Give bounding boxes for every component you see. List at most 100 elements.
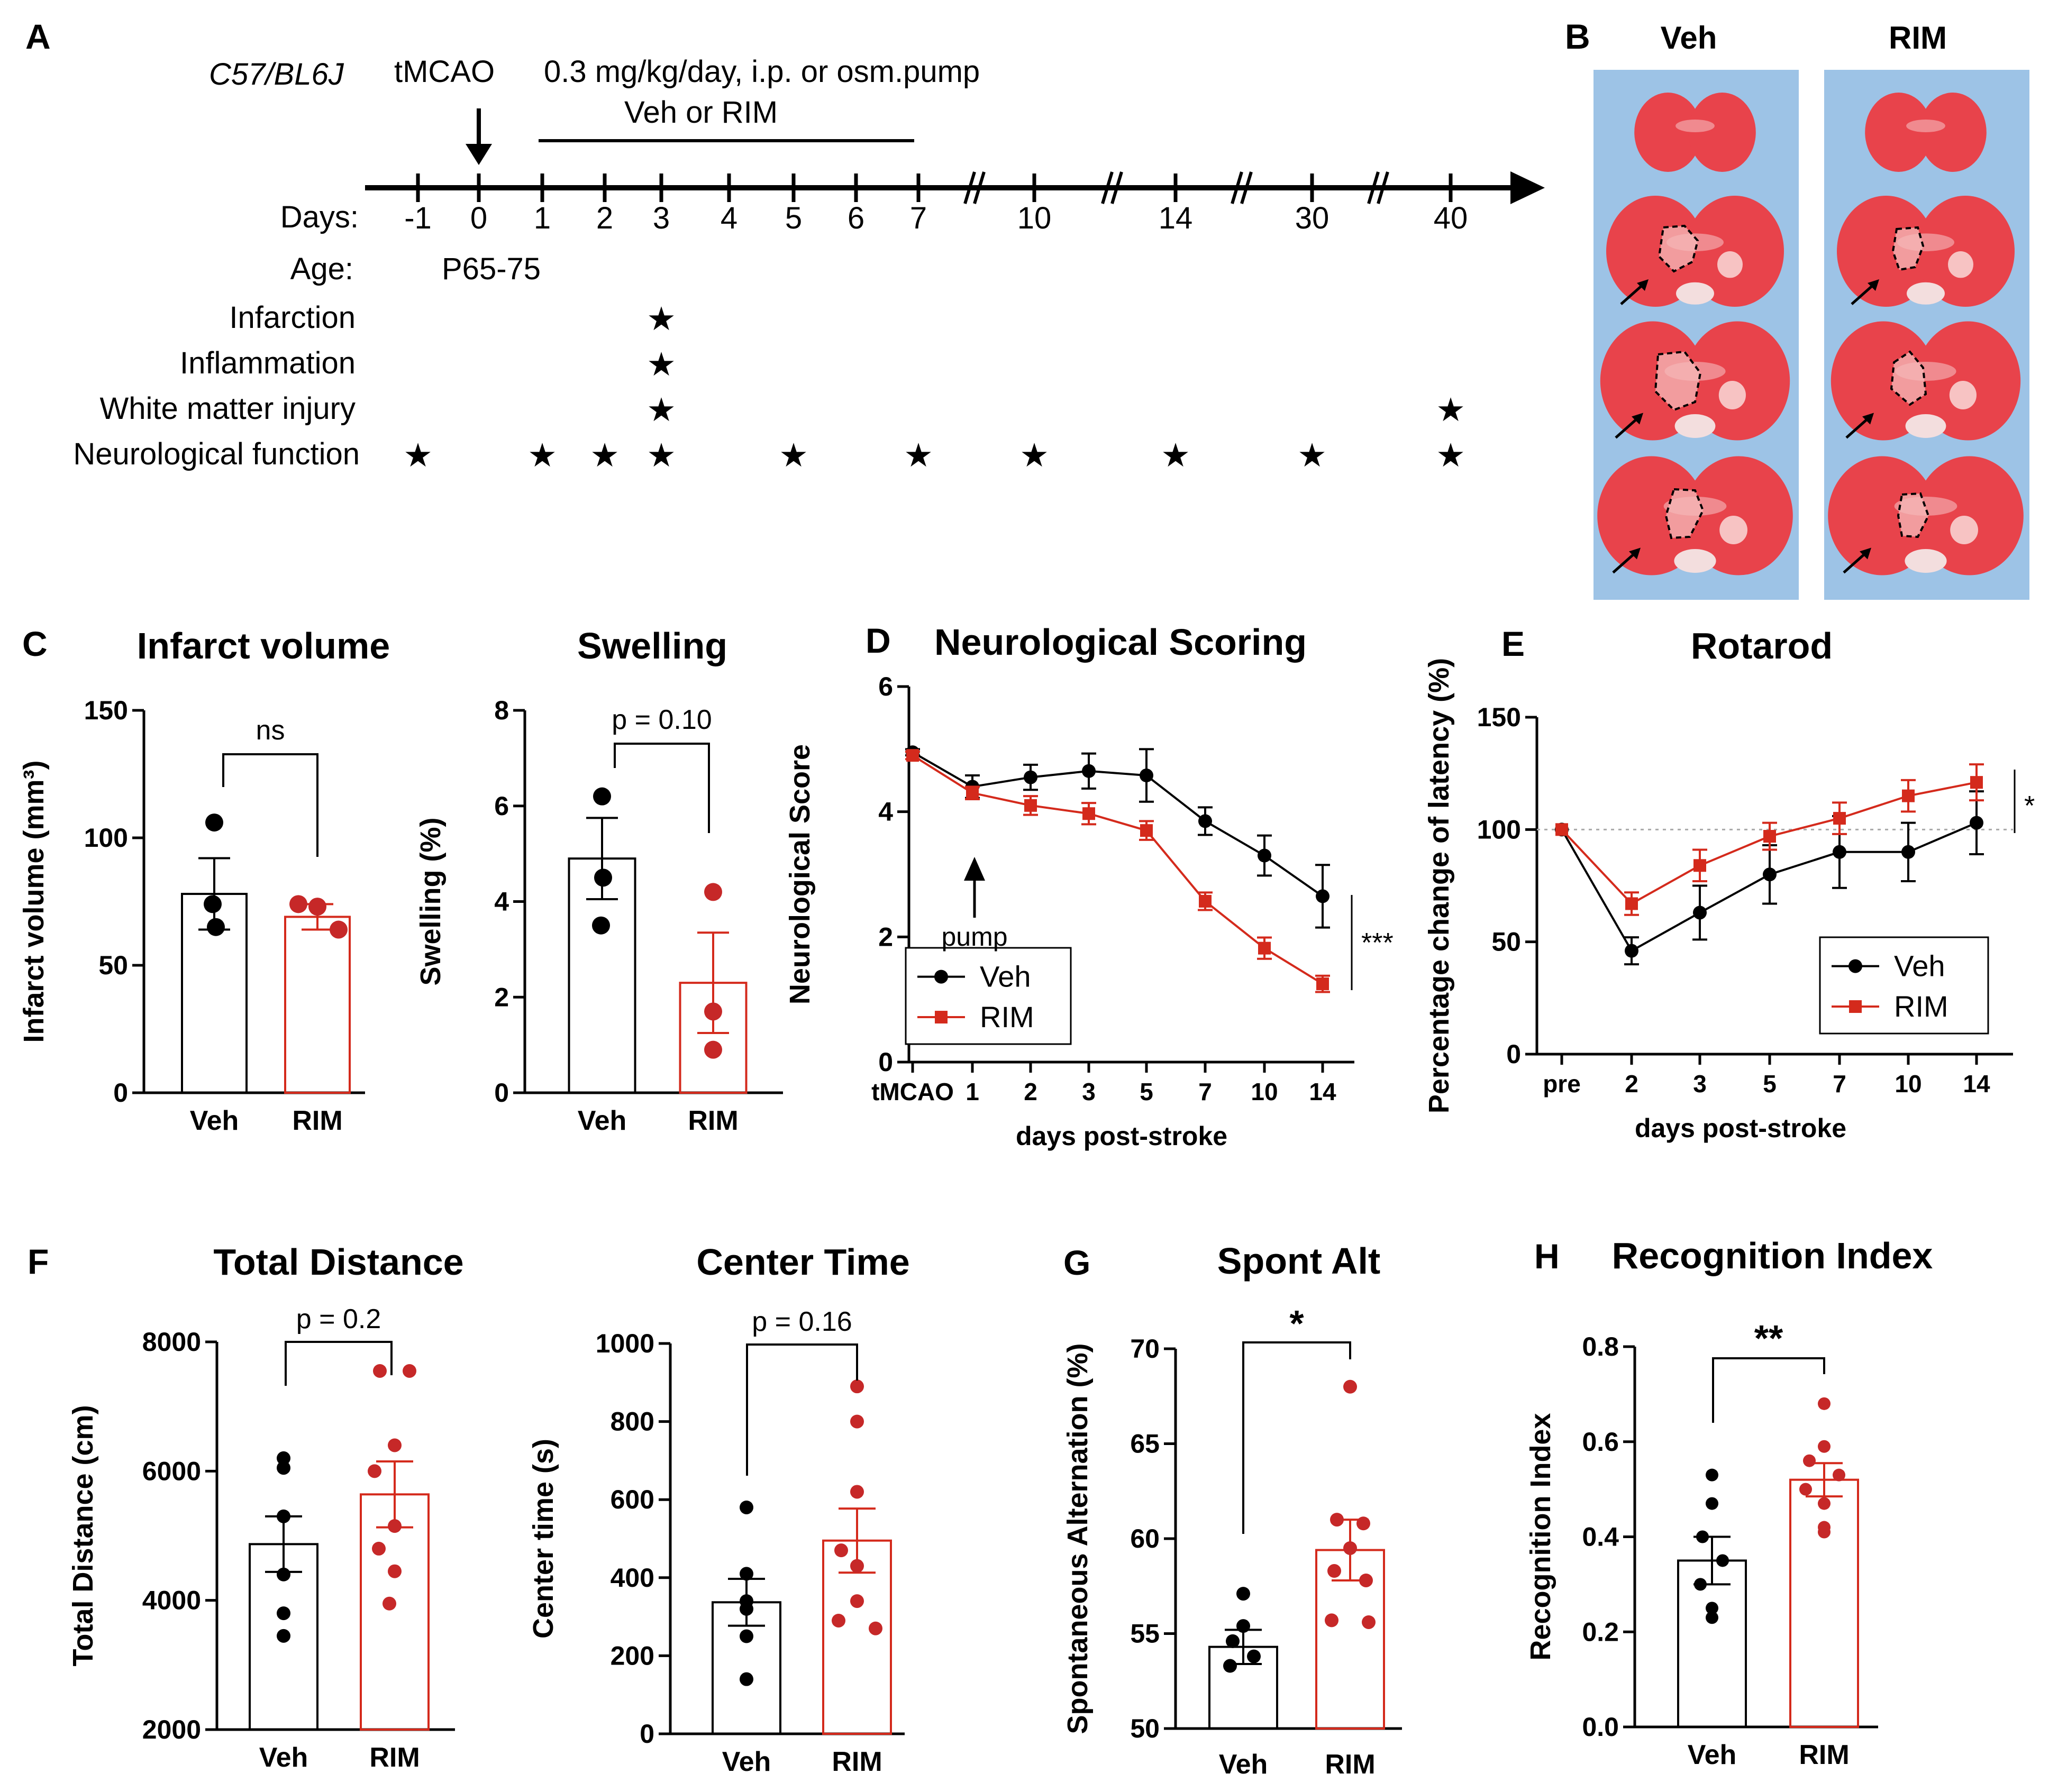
lesion-outline [1897,492,1930,538]
row-label-infarction: Infarction [229,300,356,335]
y-tick-label: 800 [611,1407,654,1437]
y-tick-label: 2 [494,982,509,1012]
y-tick-label: 4 [878,797,893,827]
panel-label-g: G [1063,1243,1090,1282]
axis-break-2-a [1231,171,1243,204]
data-point-veh [205,813,223,832]
legend-label-veh: Veh [980,960,1031,993]
day-label-4: 3 [653,201,670,235]
center-time-chart: 0 200 400 600 800 1000 Center time (s) Center T… [527,1241,910,1777]
y-tick-label: 6000 [142,1456,201,1486]
lesion-outline [1654,350,1702,412]
data-point-veh [1706,1497,1718,1510]
brain-ventricle [1950,516,1978,544]
pump-label: pump [941,922,1007,952]
age-value: P65-75 [442,252,541,286]
brain-base [1905,414,1946,438]
tmcao-label: tMCAO [394,54,495,89]
data-point-rim [850,1379,864,1394]
tmcao-arrow-head [466,144,492,165]
lesion-arrow-head [1632,413,1643,425]
brain-hemisphere-right [1688,93,1756,172]
data-point-rim [388,1438,402,1452]
y-tick-label: 50 [1130,1714,1160,1743]
x-tick-label: 14 [1309,1078,1336,1105]
data-point-veh [277,1629,290,1643]
brain-hemisphere-left [1597,456,1706,575]
infarct-volume-chart: 0 50 100 150 Infarct volume (mm³) Infarct vol… [18,625,390,1136]
data-point-rim [373,1364,387,1378]
y-tick-label: 150 [1477,702,1521,732]
brain-slice-rim-3 [1831,321,2021,441]
significance-label: * [1289,1303,1304,1344]
data-point-rim [1024,799,1037,812]
y-axis-label: Infarct volume (mm³) [18,760,50,1043]
data-point-rim [1356,1516,1370,1531]
row-label-inflammation: Inflammation [180,346,356,380]
y-tick-label: 0.8 [1582,1332,1619,1361]
panel-label-a: A [25,17,51,56]
star-3-9: ★ [1436,437,1465,474]
data-point-veh [1140,769,1153,783]
lesion-outline [1664,488,1705,540]
brain-ventricle [1718,381,1746,409]
pump-arrow-head [964,857,985,881]
data-point-veh [1970,816,1983,830]
data-point-rim [704,883,722,901]
y-tick-label: 8000 [142,1327,201,1357]
x-tick-label: Veh [1688,1740,1737,1770]
data-point-veh [740,1602,753,1616]
data-point-veh [1763,867,1777,882]
chart-title: Total Distance [213,1241,463,1283]
row-label-white-matter: White matter injury [100,391,356,426]
data-point-rim [850,1594,864,1608]
lesion-arrow-head [1862,413,1874,425]
data-point-rim [1818,1497,1831,1510]
day-label-0: -1 [404,201,432,235]
x-tick-label: RIM [688,1105,738,1136]
data-point-veh [1198,814,1212,828]
brain-slice-veh-2 [1606,196,1784,307]
significance-label: ns [256,715,285,746]
brain-base [1674,414,1716,438]
data-point-veh [1258,848,1271,863]
lesion-arrow-head [1868,279,1879,291]
brain-slices-panel: Veh RIM [1593,20,2029,600]
y-tick-label: 0 [1506,1039,1521,1069]
panel-label-h: H [1534,1237,1560,1276]
data-point-rim [1359,1573,1373,1587]
chart-title: Infarct volume [137,625,390,666]
brain-ventricle [1717,251,1743,278]
lesion-outline [1891,226,1925,271]
panel-label-c: C [22,624,48,663]
y-tick-label: 150 [84,696,128,725]
axis-break-3-a [1367,171,1380,204]
y-tick-label: 600 [611,1485,654,1514]
y-axis-label: Percentage change of latency (%) [1423,658,1455,1113]
brain-base [1674,549,1716,573]
series-line-rim [912,754,1324,985]
legend-box [905,947,1072,1045]
timeline-panel: C57/BL6J tMCAO 0.3 mg/kg/day, i.p. or os… [73,54,1545,474]
data-point-rim [383,1596,396,1611]
brain-hemisphere-right [1686,196,1784,307]
data-point-rim [1818,1525,1831,1539]
axis-break-1-a [1101,171,1114,204]
brain-slice-rim-1 [1865,93,1987,172]
star-3-2: ★ [590,437,620,474]
brain-ventricle [1948,251,1973,278]
brain-slice-veh-3 [1600,321,1790,441]
data-point-veh [1716,1554,1729,1567]
x-tick-label: 10 [1895,1070,1922,1098]
chart-title: Rotarod [1691,625,1833,666]
day-label-10: 14 [1159,201,1193,235]
data-point-rim [850,1485,864,1499]
data-point-veh [277,1451,290,1465]
data-point-veh [1696,1530,1709,1543]
axis-break-2-b [1240,171,1253,204]
brain-base [1676,282,1714,305]
y-tick-label: 65 [1130,1429,1160,1459]
treatment-line2: Veh or RIM [624,95,778,130]
brain-veh-header: Veh [1661,20,1717,56]
y-tick-label: 2 [878,922,893,952]
